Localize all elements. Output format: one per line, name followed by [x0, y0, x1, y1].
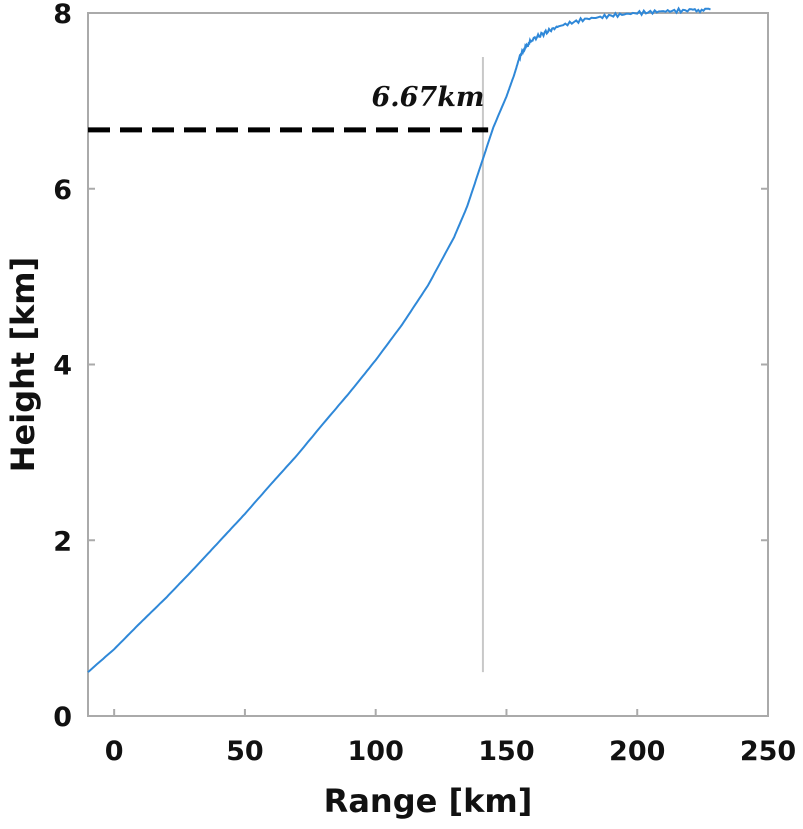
y-tick-label: 4 — [53, 351, 72, 382]
tick-labels-group: 0 50 100 150 200 250 0 2 4 6 8 — [53, 0, 796, 767]
x-tick-label: 100 — [348, 736, 404, 767]
y-tick-label: 2 — [53, 526, 72, 557]
y-tick-label: 6 — [53, 175, 72, 206]
plot-area-frame — [87, 12, 769, 717]
ticks-group — [88, 12, 769, 717]
x-tick-label: 200 — [609, 736, 665, 767]
x-tick-label: 50 — [226, 736, 264, 767]
x-tick-label: 250 — [740, 736, 796, 767]
y-tick-label: 0 — [53, 702, 72, 733]
y-tick-label: 8 — [53, 0, 72, 30]
x-tick-label: 150 — [478, 736, 534, 767]
y-axis-label: Height [km] — [4, 257, 42, 472]
height-vs-range-series-line — [87, 6, 711, 673]
x-axis-label: Range [km] — [324, 782, 533, 820]
annotation-label: 6.67km — [371, 82, 484, 113]
x-tick-label: 0 — [105, 736, 124, 767]
